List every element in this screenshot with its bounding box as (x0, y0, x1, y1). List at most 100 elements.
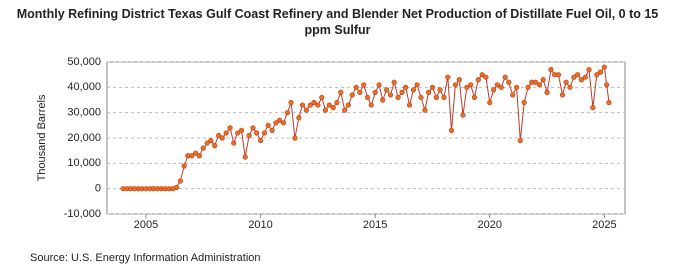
y-tick-label: 0 (95, 183, 101, 195)
data-point (273, 120, 279, 126)
data-point (517, 137, 523, 144)
data-point (559, 92, 566, 98)
data-point (173, 184, 180, 190)
data-point (280, 120, 287, 126)
data-point (216, 132, 222, 139)
data-point (533, 79, 539, 85)
data-point (196, 153, 202, 159)
data-point (219, 135, 225, 141)
data-point (238, 127, 245, 133)
data-point (594, 72, 600, 78)
data-point (494, 82, 500, 88)
data-point (265, 122, 271, 128)
data-point (353, 84, 359, 90)
data-point (361, 82, 367, 88)
data-point (177, 178, 183, 184)
data-point (365, 94, 371, 101)
data-point (582, 74, 588, 80)
data-point (307, 102, 313, 108)
data-point (399, 89, 405, 95)
data-point (479, 72, 485, 78)
data-point (601, 64, 607, 70)
data-point (246, 132, 252, 139)
data-point (189, 153, 195, 159)
data-point (513, 84, 520, 90)
data-point (578, 77, 585, 83)
data-point (227, 125, 233, 131)
data-point (319, 94, 325, 101)
data-point (418, 94, 424, 101)
data-point (288, 99, 294, 106)
y-tick-label: 50,000 (67, 56, 101, 68)
chart-title: Monthly Refining District Texas Gulf Coa… (16, 7, 659, 37)
data-point (257, 137, 264, 144)
data-point (372, 89, 378, 95)
source-note: Source: U.S. Energy Information Administ… (30, 252, 261, 264)
data-point (525, 84, 531, 90)
data-point (498, 84, 504, 90)
data-point (433, 94, 439, 101)
data-point (345, 102, 351, 108)
data-point (322, 107, 329, 113)
data-point (425, 89, 432, 95)
data-point (491, 87, 497, 93)
y-tick-label: 30,000 (67, 107, 101, 119)
data-point (292, 135, 298, 141)
data-point (181, 163, 187, 169)
data-point (406, 102, 413, 108)
data-point (586, 66, 592, 73)
data-point (540, 77, 546, 83)
data-point (597, 69, 604, 75)
data-point (574, 72, 581, 78)
data-point (521, 99, 527, 106)
x-tick-label: 2020 (478, 219, 502, 231)
data-point (536, 82, 543, 88)
y-tick-label: 20,000 (67, 132, 101, 144)
data-point (193, 150, 199, 156)
x-tick-label: 2005 (134, 219, 158, 231)
data-point (303, 107, 310, 113)
data-point (606, 99, 612, 106)
data-point (487, 99, 493, 106)
data-point (403, 84, 409, 90)
data-point (506, 79, 512, 85)
data-point (326, 102, 332, 108)
x-tick-label: 2015 (363, 219, 387, 231)
y-tick-label: 10,000 (67, 157, 101, 169)
data-point (464, 84, 470, 90)
y-axis-label: Thousand Barrels (36, 94, 48, 181)
data-point (261, 130, 268, 136)
data-point (571, 74, 577, 80)
data-point (548, 66, 554, 73)
data-point (250, 125, 256, 131)
data-point (269, 127, 275, 133)
data-point (284, 110, 290, 116)
data-point (391, 79, 397, 85)
data-point (437, 87, 443, 93)
data-point (342, 107, 348, 113)
data-point (475, 77, 481, 83)
data-point (368, 102, 374, 108)
data-point (422, 107, 428, 113)
data-point (254, 130, 260, 136)
data-point (208, 137, 214, 144)
data-point (604, 82, 610, 88)
data-point (445, 74, 451, 80)
data-point (276, 117, 283, 123)
data-point (242, 154, 248, 160)
y-tick-label: -10,000 (64, 208, 101, 220)
data-point (448, 127, 455, 133)
data-point (387, 92, 394, 98)
data-point (510, 92, 516, 98)
data-point (460, 112, 466, 118)
x-tick-label: 2010 (248, 219, 272, 231)
data-point (468, 82, 474, 88)
data-point (384, 87, 390, 93)
data-point (471, 94, 478, 101)
data-point (410, 87, 417, 93)
y-tick-label: 40,000 (67, 81, 101, 93)
data-point (338, 89, 344, 95)
data-point (311, 99, 317, 106)
data-point (483, 74, 489, 80)
